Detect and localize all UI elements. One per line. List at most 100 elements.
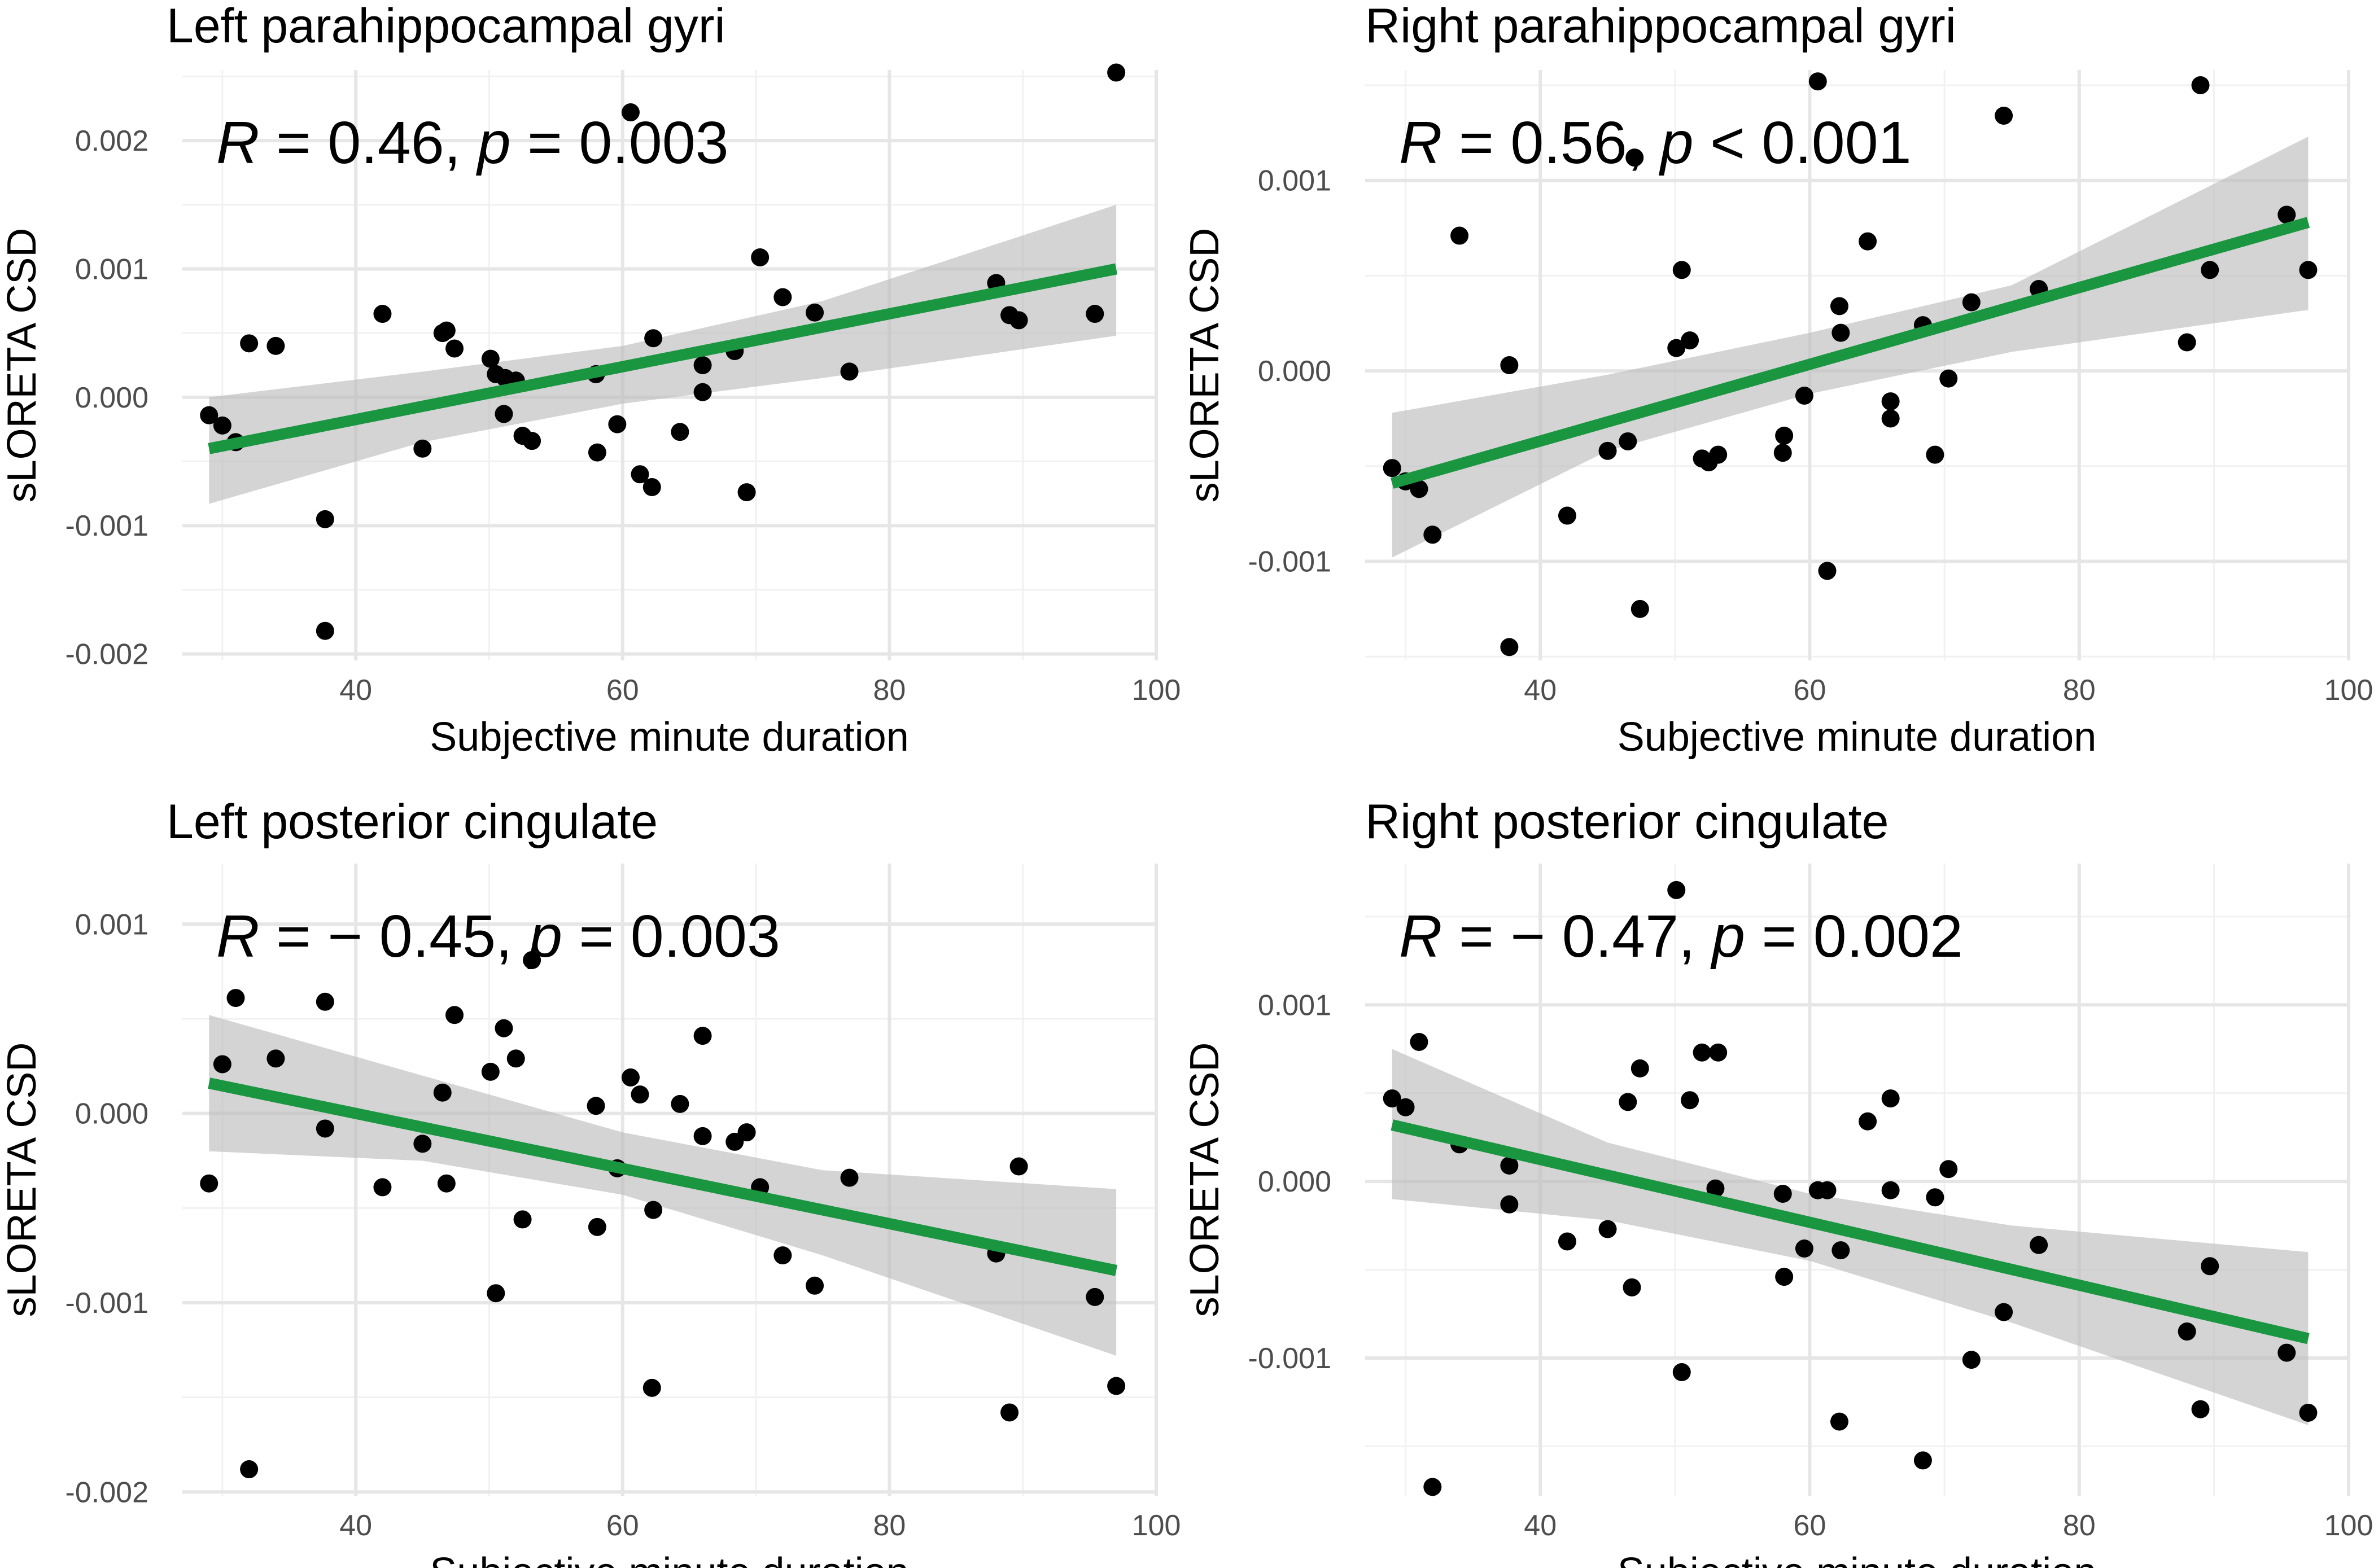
data-point [1962, 293, 1981, 312]
data-point [1558, 1232, 1576, 1251]
y-tick-label: 0.001 [1258, 989, 1331, 1022]
data-point [1926, 445, 1944, 464]
data-point [1086, 1287, 1104, 1306]
data-point [671, 423, 689, 441]
stat-symbol: p [527, 903, 562, 970]
y-tick-label: 0.000 [1258, 1166, 1331, 1198]
regression-line [1390, 217, 2310, 489]
x-tick-label: 100 [2324, 1509, 2373, 1542]
data-point [1881, 1181, 1900, 1199]
data-point [1009, 311, 1028, 330]
data-point [1625, 148, 1644, 167]
stat-value: = 0.56, [1442, 110, 1660, 176]
stat-symbol: p [1710, 903, 1745, 970]
data-point [1630, 599, 1649, 618]
data-point [1500, 1156, 1519, 1175]
data-point [806, 303, 824, 322]
data-point [1773, 444, 1792, 462]
data-point [1558, 506, 1576, 525]
data-point [2191, 1400, 2210, 1418]
data-point [773, 1246, 792, 1265]
data-point [737, 483, 756, 502]
data-point [631, 465, 649, 484]
data-point [523, 951, 541, 970]
data-point [1383, 459, 1401, 478]
x-tick-label: 80 [873, 1509, 906, 1542]
y-tick-label: -0.001 [65, 1287, 148, 1320]
data-point [1709, 445, 1728, 464]
data-point [806, 1276, 824, 1295]
data-point [2278, 205, 2296, 224]
data-point [1410, 480, 1428, 498]
data-point [1818, 562, 1837, 580]
data-point [1709, 1043, 1728, 1062]
y-tick-label: -0.002 [65, 638, 148, 671]
regression-line [1391, 1119, 2310, 1344]
data-point [1450, 226, 1469, 245]
stat-value: = 0.003 [511, 110, 729, 176]
data-point [506, 1049, 525, 1068]
stat-symbol: R [1399, 110, 1442, 176]
data-point [1681, 1091, 1699, 1110]
x-tick-label: 100 [2324, 674, 2373, 707]
x-tick-label: 40 [339, 674, 372, 707]
data-point [1619, 1093, 1637, 1111]
correlation-annotation: R = − 0.45, p = 0.003 [216, 903, 780, 970]
data-point [1630, 1059, 1649, 1078]
data-point [1773, 1185, 1792, 1203]
data-point [644, 329, 663, 348]
data-point [413, 1135, 432, 1153]
y-axis-label: sLORETA CSD [0, 228, 45, 503]
x-tick-label: 60 [1794, 1509, 1826, 1542]
y-tick-label: 0.000 [75, 1098, 148, 1131]
x-tick-label: 60 [606, 1509, 639, 1542]
data-point [523, 432, 541, 450]
x-tick-label: 40 [1524, 674, 1557, 707]
x-tick-label: 80 [2063, 1509, 2096, 1542]
data-point [1667, 881, 1686, 899]
data-point [1672, 261, 1691, 279]
data-point [316, 992, 334, 1011]
data-point [1830, 1412, 1848, 1431]
data-point [1706, 1179, 1725, 1198]
data-point [266, 336, 285, 355]
data-point [588, 443, 606, 462]
data-point [1619, 432, 1637, 450]
data-point [200, 406, 218, 424]
data-point [642, 478, 661, 497]
data-point [693, 356, 712, 374]
data-point [1000, 1403, 1019, 1422]
panel-3: 40 60 80 100 -0.002 -0.001 0.000 0.001 Left post… [0, 795, 1181, 1568]
data-point [1795, 386, 1813, 405]
data-point [1396, 1098, 1415, 1116]
data-point [495, 1019, 513, 1037]
data-point [481, 349, 500, 368]
y-tick-label: -0.002 [65, 1476, 148, 1509]
data-point [1107, 63, 1126, 82]
data-point [1423, 1478, 1442, 1496]
y-tick-label: 0.000 [75, 382, 148, 414]
data-point [316, 1119, 334, 1138]
data-point [1830, 297, 1848, 316]
data-point [226, 989, 245, 1008]
data-point [2278, 1343, 2296, 1362]
data-point [1775, 426, 1794, 445]
data-point [1859, 1112, 1877, 1131]
data-point [513, 1210, 532, 1229]
correlation-annotation: R = − 0.47, p = 0.002 [1399, 903, 1963, 970]
stat-value: < 0.001 [1694, 110, 1912, 176]
data-point [1775, 1268, 1794, 1286]
data-point [437, 1174, 456, 1193]
data-point [1818, 1181, 1837, 1199]
panel-1: 40 60 80 100 -0.002 -0.001 0.000 0.001 0.002 Left… [0, 0, 1181, 760]
data-point [1423, 525, 1442, 544]
panel-title: Right parahippocampal gyri [1365, 0, 1956, 53]
data-point [316, 510, 334, 528]
x-tick-label: 100 [1132, 1509, 1181, 1542]
data-point [1086, 305, 1104, 323]
correlation-annotation: R = 0.46, p = 0.003 [216, 110, 729, 176]
data-point [621, 1068, 640, 1087]
data-point [373, 305, 392, 323]
data-point [1926, 1188, 1944, 1207]
x-tick-label: 40 [339, 1509, 372, 1542]
